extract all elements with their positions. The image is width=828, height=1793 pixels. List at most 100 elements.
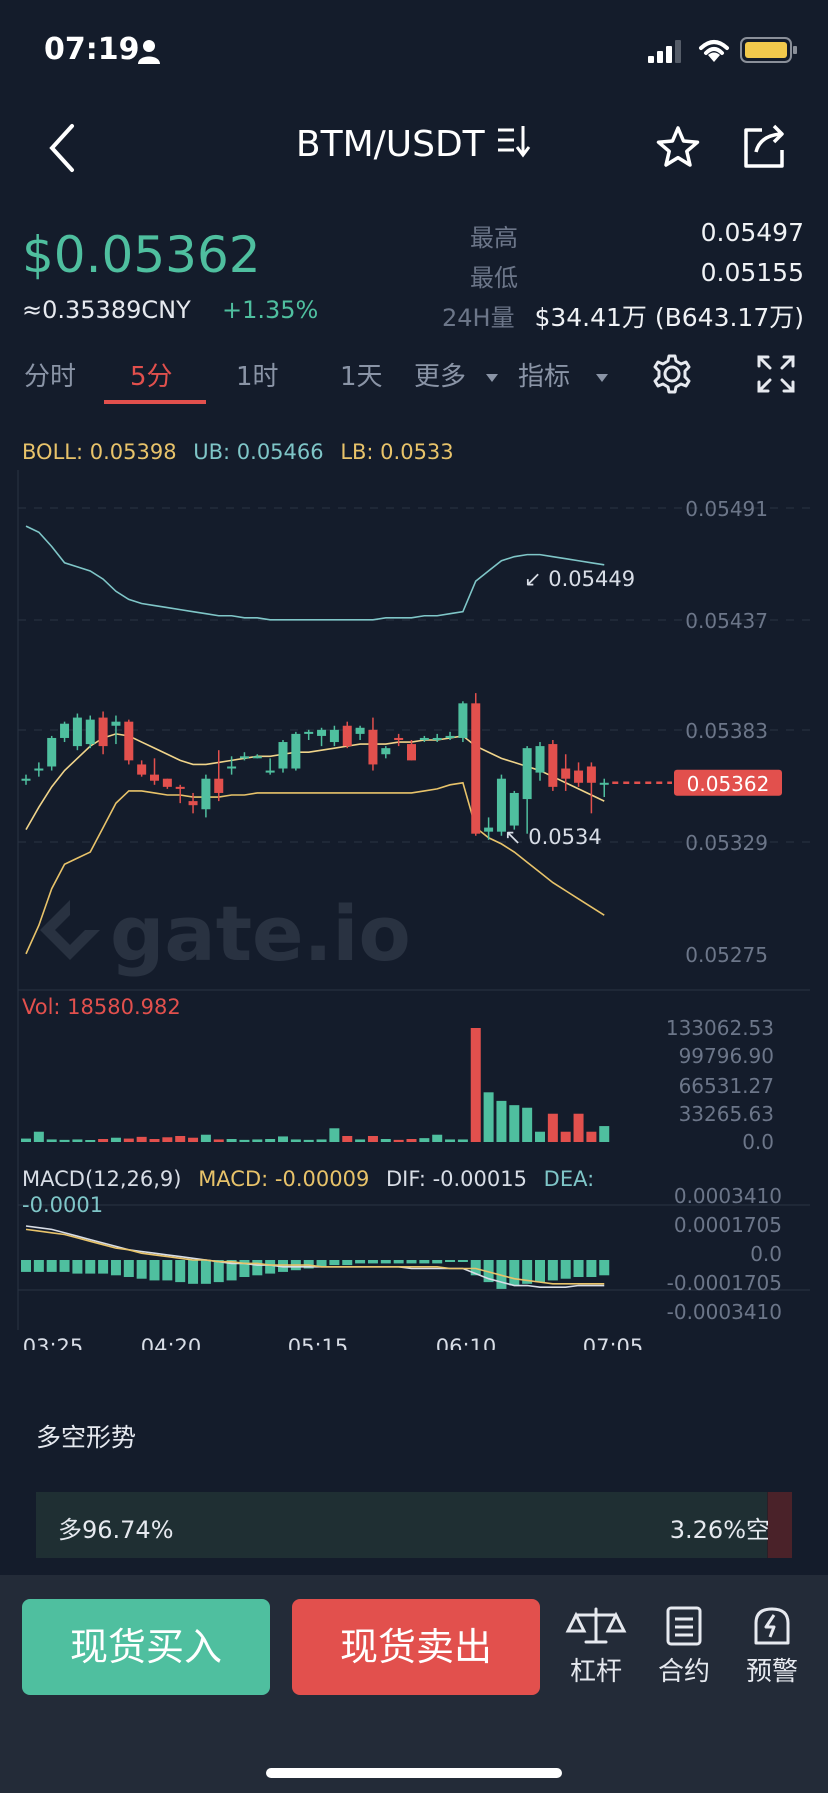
volume-bar: [599, 1126, 610, 1142]
tab-1day[interactable]: 1天: [340, 362, 383, 392]
dif-value: DIF: -0.00015: [386, 1167, 527, 1191]
candle-body: [586, 766, 596, 783]
volume-bar: [162, 1137, 173, 1142]
candle-body: [111, 721, 121, 726]
settings-icon[interactable]: [650, 352, 694, 396]
fullscreen-icon[interactable]: [756, 354, 796, 394]
macd-bar: [59, 1260, 70, 1272]
macd-bar: [445, 1260, 456, 1262]
candle-body: [317, 729, 327, 736]
time-axis-label: 06:10: [436, 1335, 497, 1350]
chart-grid: [17, 470, 810, 1330]
low-value: 0.05155: [700, 258, 804, 287]
price-axis-label: 0.05329: [685, 831, 768, 855]
volume-bar: [342, 1136, 353, 1142]
candle-body: [252, 756, 262, 759]
volume-axis-label: 33265.63: [679, 1102, 774, 1126]
macd-lines: [25, 1225, 605, 1289]
macd-bar: [535, 1260, 545, 1283]
star-icon[interactable]: [654, 124, 702, 172]
macd-bar: [162, 1260, 173, 1281]
candles: [21, 693, 609, 840]
candle-body: [85, 719, 95, 745]
gateio-logo: gate.io: [40, 889, 411, 978]
wifi-icon: [699, 40, 729, 62]
time-axis-label: 04:20: [141, 1335, 202, 1350]
tab-1hour[interactable]: 1时: [236, 362, 279, 392]
tab-indicator-label: 指标: [518, 362, 571, 392]
candle-body: [60, 723, 70, 738]
spot-buy-button[interactable]: 现货买入: [22, 1599, 270, 1695]
pair-title[interactable]: BTM/USDT: [0, 124, 828, 165]
status-bar: 07:19: [0, 0, 828, 100]
high-label: 最高: [470, 224, 518, 252]
back-icon[interactable]: [44, 122, 80, 174]
caret-down-icon: [486, 374, 499, 382]
cny-price: ≈0.35389CNY: [22, 296, 191, 324]
tab-indicator[interactable]: 指标: [518, 356, 612, 393]
boll-lower-line: [25, 781, 605, 955]
time-axis: 03:25 04:20 05:15 06:10 07:05: [23, 1335, 644, 1350]
price-axis-label: 0.05275: [685, 943, 768, 967]
tab-5min[interactable]: 5分: [130, 362, 173, 392]
spot-sell-button[interactable]: 现货卖出: [292, 1599, 540, 1695]
volume-axis-label: 99796.90: [679, 1044, 774, 1068]
macd-legend: MACD(12,26,9) MACD: -0.00009 DIF: -0.000…: [22, 1166, 622, 1218]
macd-bar: [175, 1260, 186, 1283]
candle-body: [175, 786, 185, 789]
candle-body: [368, 729, 378, 765]
volume-bar: [355, 1139, 366, 1142]
interval-tabs: 分时 5分 1时 1天 更多 指标: [0, 350, 828, 410]
candle-body: [21, 778, 31, 781]
volume-bar: [188, 1137, 199, 1142]
candle-body: [574, 770, 584, 783]
macd-bar: [560, 1260, 571, 1279]
last-price-tag-text: 0.05362: [687, 772, 770, 796]
time-axis-label: 03:25: [23, 1335, 84, 1350]
volume-bar: [419, 1138, 430, 1142]
macd-bar: [367, 1260, 378, 1264]
volume-axis-label: 0.0: [742, 1130, 774, 1154]
volume-axis: 133062.53 99796.90 66531.27 33265.63 0.0: [666, 1016, 774, 1154]
tab-more[interactable]: 更多: [414, 356, 502, 393]
candle-body: [394, 737, 404, 740]
last-price-tag: [674, 769, 782, 796]
candle-body: [124, 721, 134, 761]
volume-bar: [136, 1136, 147, 1142]
candle-body: [291, 733, 301, 769]
boll-value: BOLL: 0.05398: [22, 440, 177, 464]
macd-bar: [457, 1260, 468, 1262]
macd-bar: [226, 1260, 237, 1281]
tab-time-share[interactable]: 分时: [24, 362, 77, 392]
volume-bar: [175, 1136, 186, 1142]
macd-bar: [406, 1260, 417, 1264]
time-axis-label: 07:05: [583, 1335, 644, 1350]
macd-bar: [46, 1260, 57, 1272]
tab-more-label: 更多: [414, 362, 467, 392]
macd-bar: [573, 1260, 584, 1278]
volume-bar: [278, 1136, 288, 1142]
volume-bar: [98, 1139, 109, 1142]
macd-bar: [329, 1260, 340, 1266]
macd-bar: [547, 1260, 558, 1281]
dif-line: [25, 1225, 605, 1289]
price-change: +1.35%: [222, 296, 319, 324]
macd-bar: [123, 1260, 134, 1278]
kline-chart[interactable]: gate.io 0.054910.054370.053830.053290.05…: [0, 470, 828, 1350]
volume-bar: [470, 1028, 481, 1142]
person-icon: [138, 40, 160, 64]
candle-body: [407, 744, 416, 761]
share-icon[interactable]: [740, 122, 790, 172]
volume-bar: [265, 1139, 276, 1142]
candle-body: [47, 737, 57, 767]
macd-bar: [470, 1260, 481, 1276]
volume-bar: [316, 1139, 327, 1142]
volume-bar: [213, 1139, 224, 1142]
alert-button[interactable]: 预警: [732, 1605, 812, 1688]
volume-legend: Vol: 18580.982: [22, 995, 181, 1019]
boll-lines: [25, 525, 605, 955]
leverage-button[interactable]: 杠杆: [556, 1605, 636, 1688]
sentiment-short: 3.26%空: [669, 1516, 770, 1544]
boll-legend: BOLL: 0.05398 UB: 0.05466 LB: 0.0533: [22, 440, 454, 464]
contract-button[interactable]: 合约: [644, 1605, 724, 1688]
